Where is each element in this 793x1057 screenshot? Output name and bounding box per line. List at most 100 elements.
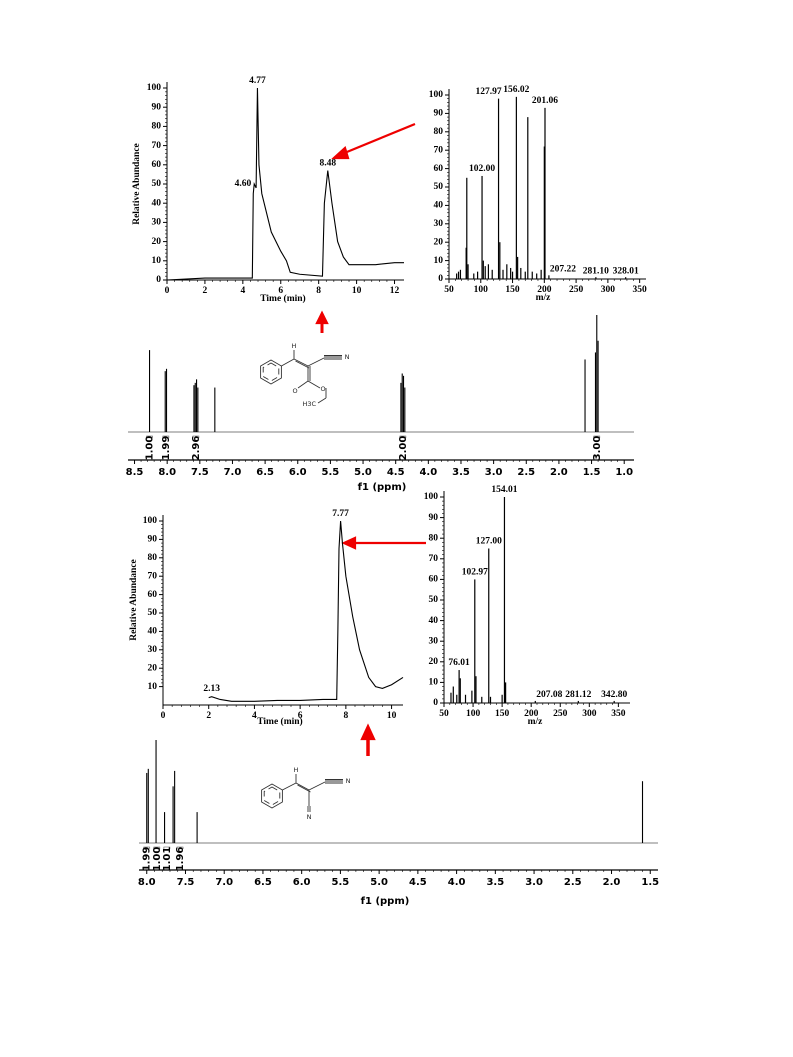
y-tick-label: 20 — [148, 663, 158, 673]
y-tick-label: 90 — [148, 535, 158, 545]
y-tick-label: 50 — [148, 608, 158, 618]
structure-2: H N N — [261, 766, 351, 821]
x-axis-label: m/z — [536, 293, 552, 303]
y-tick-label: 30 — [429, 636, 439, 646]
x-tick-label: 0 — [165, 286, 170, 296]
arrow — [341, 122, 416, 156]
x-tick-label: 2 — [203, 286, 208, 296]
y-tick-label: 0 — [438, 274, 443, 284]
peak-label: 2.13 — [203, 684, 220, 694]
atom-label: N — [345, 353, 350, 361]
x-tick-label: 7.0 — [215, 877, 233, 888]
x-tick-label: 2.5 — [564, 877, 582, 888]
ring-inner — [262, 362, 280, 382]
y-tick-label: 40 — [152, 198, 162, 208]
x-tick-label: 4.5 — [409, 877, 427, 888]
y-tick-label: 40 — [148, 627, 158, 637]
y-tick-label: 80 — [429, 533, 439, 543]
y-tick-label: 40 — [434, 201, 444, 211]
y-tick-label: 40 — [429, 616, 439, 626]
peak-label: 201.06 — [532, 96, 558, 106]
x-tick-label: 5.5 — [322, 467, 340, 478]
atom-label: O — [320, 385, 325, 393]
x-tick-label: 4.5 — [387, 467, 405, 478]
integral-bracket — [143, 846, 151, 849]
x-tick-label: 5.5 — [332, 877, 350, 888]
integral-bracket — [163, 846, 171, 849]
x-tick-label: 7.5 — [177, 877, 195, 888]
x-tick-label: 6.5 — [256, 467, 274, 478]
integral-label: 3.00 — [592, 436, 603, 461]
x-tick-label: 1.5 — [583, 467, 601, 478]
trace — [208, 520, 404, 702]
y-tick-label: 80 — [152, 122, 162, 132]
integral-bracket — [399, 435, 407, 438]
atom-label: H — [294, 766, 299, 774]
x-axis-label: Time (min) — [257, 716, 302, 727]
x-tick-label: 3.5 — [486, 877, 504, 888]
y-tick-label: 70 — [148, 571, 158, 581]
y-tick-label: 30 — [152, 218, 162, 228]
y-tick-label: 70 — [152, 141, 162, 151]
y-axis-label: Relative Abundance — [132, 143, 142, 225]
y-axis-label: Relative Abundance — [129, 559, 139, 641]
y-tick-label: 0 — [156, 275, 161, 285]
peak-label: 8.48 — [319, 159, 336, 169]
y-tick-label: 50 — [434, 182, 444, 192]
y-tick-label: 90 — [434, 109, 444, 119]
peak-label: 207.08 — [536, 690, 562, 700]
x-tick-label: 8 — [316, 286, 321, 296]
x-tick-label: 0 — [161, 711, 166, 721]
integral-label: 2.00 — [398, 436, 409, 461]
bonds — [282, 774, 326, 806]
atom-label: N — [307, 813, 312, 821]
x-axis-label: Time (min) — [260, 293, 305, 304]
x-tick-label: 7.0 — [224, 467, 242, 478]
y-tick-label: 60 — [429, 575, 439, 585]
y-tick-label: 30 — [148, 645, 158, 655]
y-tick-label: 90 — [429, 513, 439, 523]
x-tick-label: 8.5 — [126, 467, 144, 478]
x-tick-label: 150 — [505, 285, 520, 295]
x-tick-label: 12 — [390, 286, 400, 296]
peak-label: 7.77 — [332, 509, 349, 519]
integral-label: 1.99 — [142, 847, 153, 872]
x-tick-label: 7.5 — [191, 467, 209, 478]
x-tick-label: 10 — [352, 286, 362, 296]
arrow-head — [315, 310, 329, 325]
bonds — [281, 350, 327, 404]
peak-label: 281.10 — [583, 266, 609, 276]
x-tick-label: 2.5 — [517, 467, 535, 478]
atom-label: O — [292, 387, 297, 395]
peak-label: 154.01 — [491, 485, 517, 495]
y-tick-label: 60 — [152, 160, 162, 170]
nitrile — [307, 779, 343, 812]
y-tick-label: 100 — [143, 516, 158, 526]
y-tick-label: 50 — [429, 595, 439, 605]
integral-bracket — [162, 435, 170, 438]
arrow-head — [360, 723, 376, 741]
integral-bracket — [593, 435, 601, 438]
x-tick-label: 8 — [343, 711, 348, 721]
x-tick-label: 5.0 — [354, 467, 372, 478]
x-tick-label: 100 — [474, 285, 489, 295]
y-tick-label: 0 — [433, 698, 438, 708]
integral-label: 1.00 — [152, 847, 163, 872]
ring-inner — [263, 786, 281, 806]
arrows — [315, 122, 426, 756]
integral-bracket — [153, 846, 161, 849]
arrow-head — [341, 536, 357, 550]
y-tick-label: 10 — [429, 678, 439, 688]
y-tick-label: 60 — [148, 590, 158, 600]
integral-bracket — [146, 435, 153, 438]
x-tick-label: 1.0 — [615, 467, 633, 478]
x-tick-label: 6 — [278, 286, 283, 296]
y-tick-label: 10 — [148, 682, 158, 692]
peak-label: 342.80 — [601, 690, 627, 700]
y-tick-label: 70 — [429, 554, 439, 564]
x-tick-label: 5.0 — [370, 877, 388, 888]
integral-label: 1.01 — [162, 847, 173, 872]
y-tick-label: 100 — [429, 90, 444, 100]
